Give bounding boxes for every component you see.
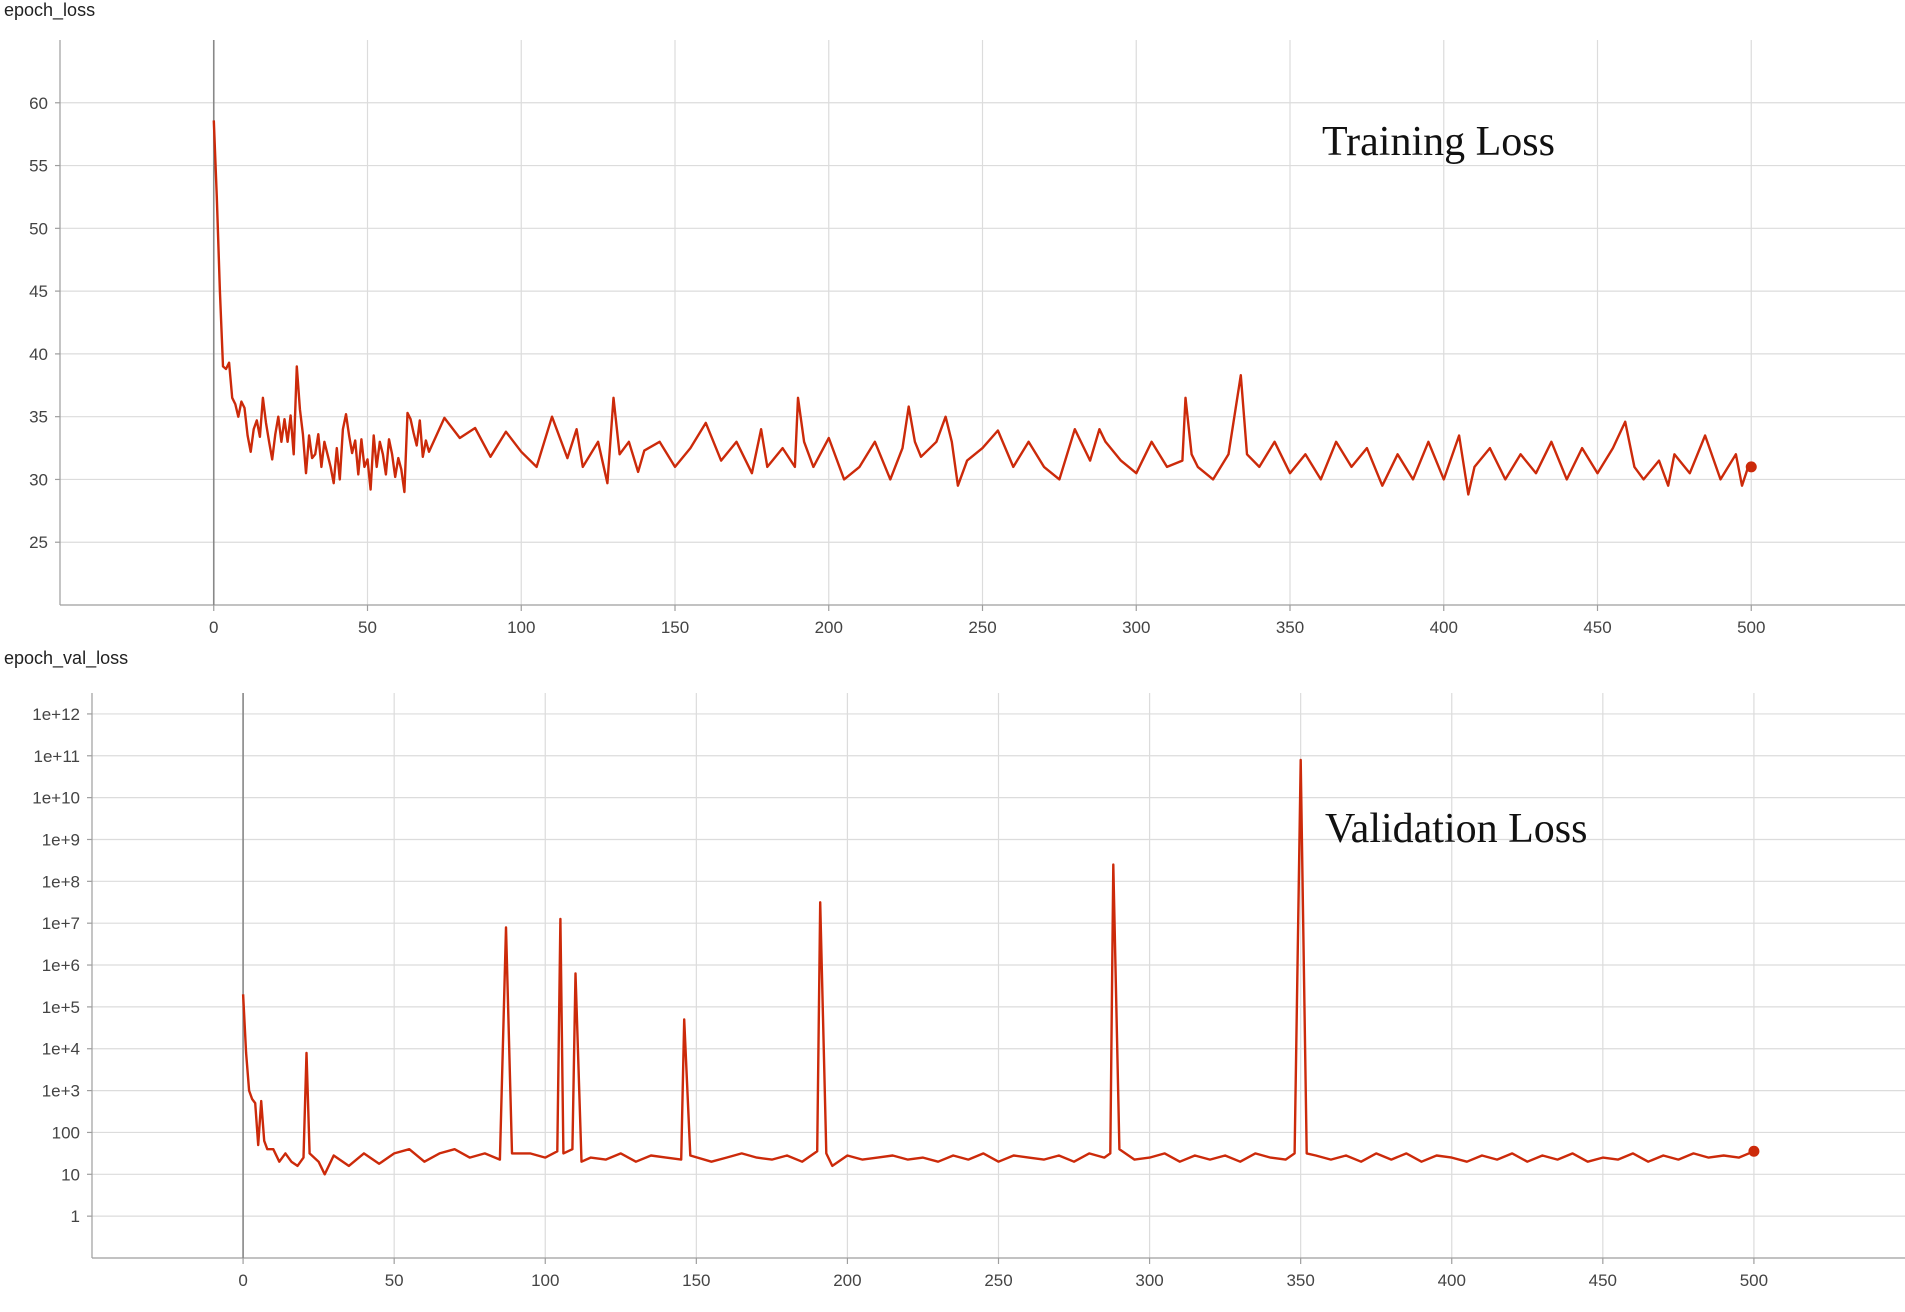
validation-loss-panel: epoch_val_loss 1 10 100 1e+3 1e+4 1e+5 1e+6 1e+…: [0, 648, 1905, 1312]
y-tick-label: 45: [29, 282, 48, 301]
y-tick-label: 25: [29, 533, 48, 552]
y-tick-label: 100: [52, 1123, 80, 1142]
x-tick-label: 0: [238, 1271, 247, 1290]
y-tick-label: 55: [29, 157, 48, 176]
x-tick-label: 300: [1122, 618, 1150, 637]
x-tick-label: 350: [1276, 618, 1304, 637]
y-tick-label: 1e+6: [42, 956, 80, 975]
last-point-marker: [1748, 1145, 1760, 1157]
y-tick-label: 1e+4: [42, 1040, 80, 1059]
y-tick-label: 1e+5: [42, 998, 80, 1017]
x-tick-label: 500: [1737, 618, 1765, 637]
series-line: [241, 758, 1755, 1176]
x-tick-label: 250: [984, 1271, 1012, 1290]
x-tick-label: 250: [968, 618, 996, 637]
y-tick-label: 1e+7: [42, 914, 80, 933]
y-tick-label: 35: [29, 408, 48, 427]
y-tick-label: 1e+8: [42, 872, 80, 891]
chart-title: epoch_loss: [4, 0, 96, 20]
x-tick-label: 100: [507, 618, 535, 637]
y-tick-label: 1: [71, 1207, 80, 1226]
y-tick-label: 1e+12: [32, 705, 80, 724]
x-tick-label: 200: [815, 618, 843, 637]
validation-loss-chart: 1 10 100 1e+3 1e+4 1e+5 1e+6 1e+7 1e+8 1e+9 1e+10 1…: [32, 693, 1905, 1290]
x-tick-label: 50: [385, 1271, 404, 1290]
x-tick-label: 400: [1438, 1271, 1466, 1290]
x-tick-label: 0: [209, 618, 218, 637]
y-tick-label: 40: [29, 345, 48, 364]
series-line: [212, 120, 1752, 496]
y-tick-label: 50: [29, 219, 48, 238]
last-point-marker: [1745, 461, 1757, 473]
chart-title: epoch_val_loss: [4, 648, 129, 668]
x-tick-label: 100: [531, 1271, 559, 1290]
y-tick-label: 1e+10: [32, 789, 80, 808]
training-loss-chart: 25 30 35 40 45 50 55 60 0 50 100 150 200 250 300 350 400…: [29, 40, 1905, 637]
chart-annotation: Validation Loss: [1325, 806, 1587, 852]
y-tick-label: 1e+11: [34, 747, 80, 766]
x-tick-label: 50: [358, 618, 377, 637]
x-tick-label: 200: [833, 1271, 861, 1290]
y-tick-label: 1e+9: [42, 830, 80, 849]
y-tick-label: 1e+3: [42, 1082, 80, 1101]
x-tick-label: 450: [1589, 1271, 1617, 1290]
x-tick-label: 350: [1286, 1271, 1314, 1290]
x-tick-label: 150: [682, 1271, 710, 1290]
x-tick-label: 150: [661, 618, 689, 637]
chart-annotation: Training Loss: [1322, 119, 1555, 165]
x-tick-label: 400: [1430, 618, 1458, 637]
training-loss-panel: epoch_loss 25 30 35 40 45 50 55 60 0 50 100 150 200 2…: [0, 0, 1905, 640]
y-tick-label: 60: [29, 94, 48, 113]
x-tick-label: 450: [1583, 618, 1611, 637]
x-tick-label: 300: [1135, 1271, 1163, 1290]
x-tick-label: 500: [1740, 1271, 1768, 1290]
y-tick-label: 30: [29, 470, 48, 489]
y-tick-label: 10: [61, 1165, 80, 1184]
